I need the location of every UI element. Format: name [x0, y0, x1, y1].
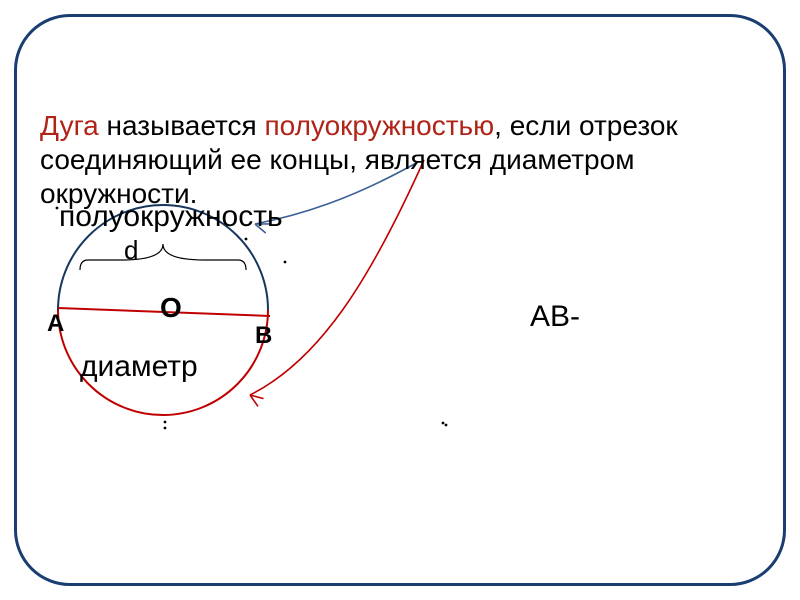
- label-point-A: А: [47, 310, 64, 338]
- d-brace: [80, 244, 246, 270]
- diagram-canvas: [0, 0, 800, 600]
- label-center-O: О: [160, 292, 182, 324]
- label-point-B: В: [255, 322, 272, 350]
- definition-text: Дуга называется полуокружностью, если от…: [40, 109, 730, 211]
- label-semicircle: полуокружность: [59, 200, 283, 234]
- label-diameter: диаметр: [80, 350, 198, 384]
- label-AB: АВ-: [530, 300, 580, 334]
- label-d: d: [124, 235, 138, 266]
